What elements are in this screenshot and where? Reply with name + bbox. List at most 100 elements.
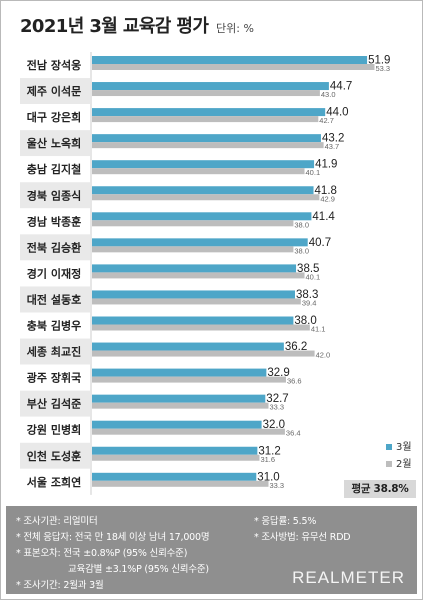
value-label-february: 39.4: [302, 298, 317, 307]
name-band: [20, 364, 90, 391]
bar-chart: 전남 장석웅 51.953.3제주 이석문 44.743.0대구 강은희 44.042…: [20, 52, 412, 495]
value-label-february: 36.6: [287, 377, 302, 386]
brand-logo: REALMETER: [292, 568, 405, 587]
value-label-march: 41.8: [315, 185, 337, 197]
unit-label: 단위: %: [216, 22, 254, 35]
category-label: 전북 김승환: [27, 240, 81, 254]
bar-february: [92, 194, 320, 201]
bar-march: [92, 160, 315, 169]
value-label-march: 32.7: [266, 393, 288, 405]
legend-swatch-march: [386, 444, 392, 450]
category-label: 강원 민병희: [27, 423, 81, 437]
value-label-february: 42.7: [319, 116, 334, 125]
name-band: [20, 468, 90, 495]
bar-february: [92, 64, 375, 70]
average-label: 평균 38.8%: [344, 480, 416, 498]
name-band: [20, 286, 90, 313]
value-label-february: 40.1: [306, 272, 321, 281]
value-label-february: 42.9: [320, 194, 335, 203]
bar-february: [92, 90, 320, 97]
value-label-march: 31.0: [257, 471, 279, 483]
bar-february: [92, 298, 301, 305]
bar-february: [92, 116, 319, 123]
bar-february: [92, 324, 310, 331]
value-label-march: 32.0: [263, 419, 285, 431]
footer-line-agency: * 조사기관: 리얼미터: [16, 516, 98, 527]
bar-march: [92, 82, 329, 91]
category-label: 부산 김석준: [27, 397, 81, 411]
bar-march: [92, 368, 267, 377]
chart-title: 2021년 3월 교육감 평가: [20, 16, 209, 37]
category-label: 충북 김병우: [27, 319, 81, 333]
name-band: [20, 234, 90, 261]
category-label: 대구 강은희: [27, 110, 81, 124]
bar-march: [92, 446, 258, 455]
bar-march: [92, 316, 294, 325]
value-label-march: 31.2: [258, 445, 280, 457]
category-label: 인천 도성훈: [27, 449, 81, 463]
value-label-february: 33.3: [269, 481, 284, 490]
category-label: 울산 노옥희: [27, 136, 81, 150]
name-band: [20, 78, 90, 105]
value-label-march: 44.7: [330, 81, 352, 93]
bar-february: [92, 454, 260, 461]
footer-line-error: * 표본오차: 전국 ±0.8%P (95% 신뢰수준): [16, 548, 188, 559]
survey-info-panel: * 조사기관: 리얼미터 * 전체 응답자: 전국 만 18세 이상 남녀 17…: [6, 506, 417, 594]
bar-march: [92, 420, 262, 429]
value-label-february: 43.0: [321, 90, 336, 99]
name-band: [20, 208, 90, 235]
value-label-march: 38.0: [294, 315, 316, 327]
category-label: 충남 김지철: [27, 162, 81, 176]
bar-february: [92, 272, 305, 279]
bar-february: [92, 142, 324, 149]
value-label-february: 38.0: [294, 246, 309, 255]
value-label-february: 38.0: [294, 220, 309, 229]
bar-march: [92, 108, 326, 117]
value-label-february: 33.3: [269, 403, 284, 412]
category-label: 서울 조희연: [27, 475, 81, 489]
bar-february: [92, 246, 294, 253]
category-label: 경남 박종훈: [27, 214, 81, 228]
value-label-march: 41.4: [312, 211, 335, 223]
legend-swatch-february: [386, 461, 392, 467]
bar-february: [92, 402, 269, 409]
name-band: [20, 182, 90, 209]
name-band: [20, 442, 90, 469]
footer-line-error-per-candidate: 교육감별 ±3.1%P (95% 신뢰수준): [68, 564, 209, 575]
name-band: [20, 416, 90, 443]
category-label: 경기 이재정: [27, 266, 81, 280]
category-label: 세종 최교진: [27, 345, 81, 359]
name-band: [20, 390, 90, 417]
category-label: 제주 이석문: [27, 84, 81, 98]
name-band: [20, 312, 90, 339]
bar-february: [92, 168, 305, 175]
value-label-february: 42.0: [316, 351, 331, 360]
value-label-february: 43.7: [325, 142, 340, 151]
bar-march: [92, 134, 321, 143]
bar-february: [92, 376, 286, 383]
value-label-march: 38.5: [297, 263, 319, 275]
value-label-february: 31.6: [260, 455, 275, 464]
name-band: [20, 52, 90, 79]
name-band: [20, 104, 90, 131]
footer-line-response-rate: * 응답률: 5.5%: [254, 516, 317, 527]
bar-february: [92, 480, 269, 487]
bar-february: [92, 350, 315, 357]
name-band: [20, 130, 90, 157]
bar-march: [92, 394, 266, 403]
bar-march: [92, 186, 314, 195]
value-label-march: 41.9: [315, 159, 337, 171]
value-label-march: 36.2: [285, 341, 307, 353]
bar-march: [92, 290, 295, 299]
name-band: [20, 260, 90, 287]
legend-label-february: 2월: [396, 458, 412, 470]
bar-march: [92, 264, 297, 273]
bar-february: [92, 428, 285, 435]
bar-march: [92, 238, 308, 247]
name-band: [20, 338, 90, 365]
value-label-march: 44.0: [326, 107, 348, 119]
value-label-march: 38.3: [296, 289, 318, 301]
bar-march: [92, 212, 312, 221]
value-label-february: 41.1: [311, 325, 326, 334]
category-label: 광주 장휘국: [27, 371, 81, 385]
